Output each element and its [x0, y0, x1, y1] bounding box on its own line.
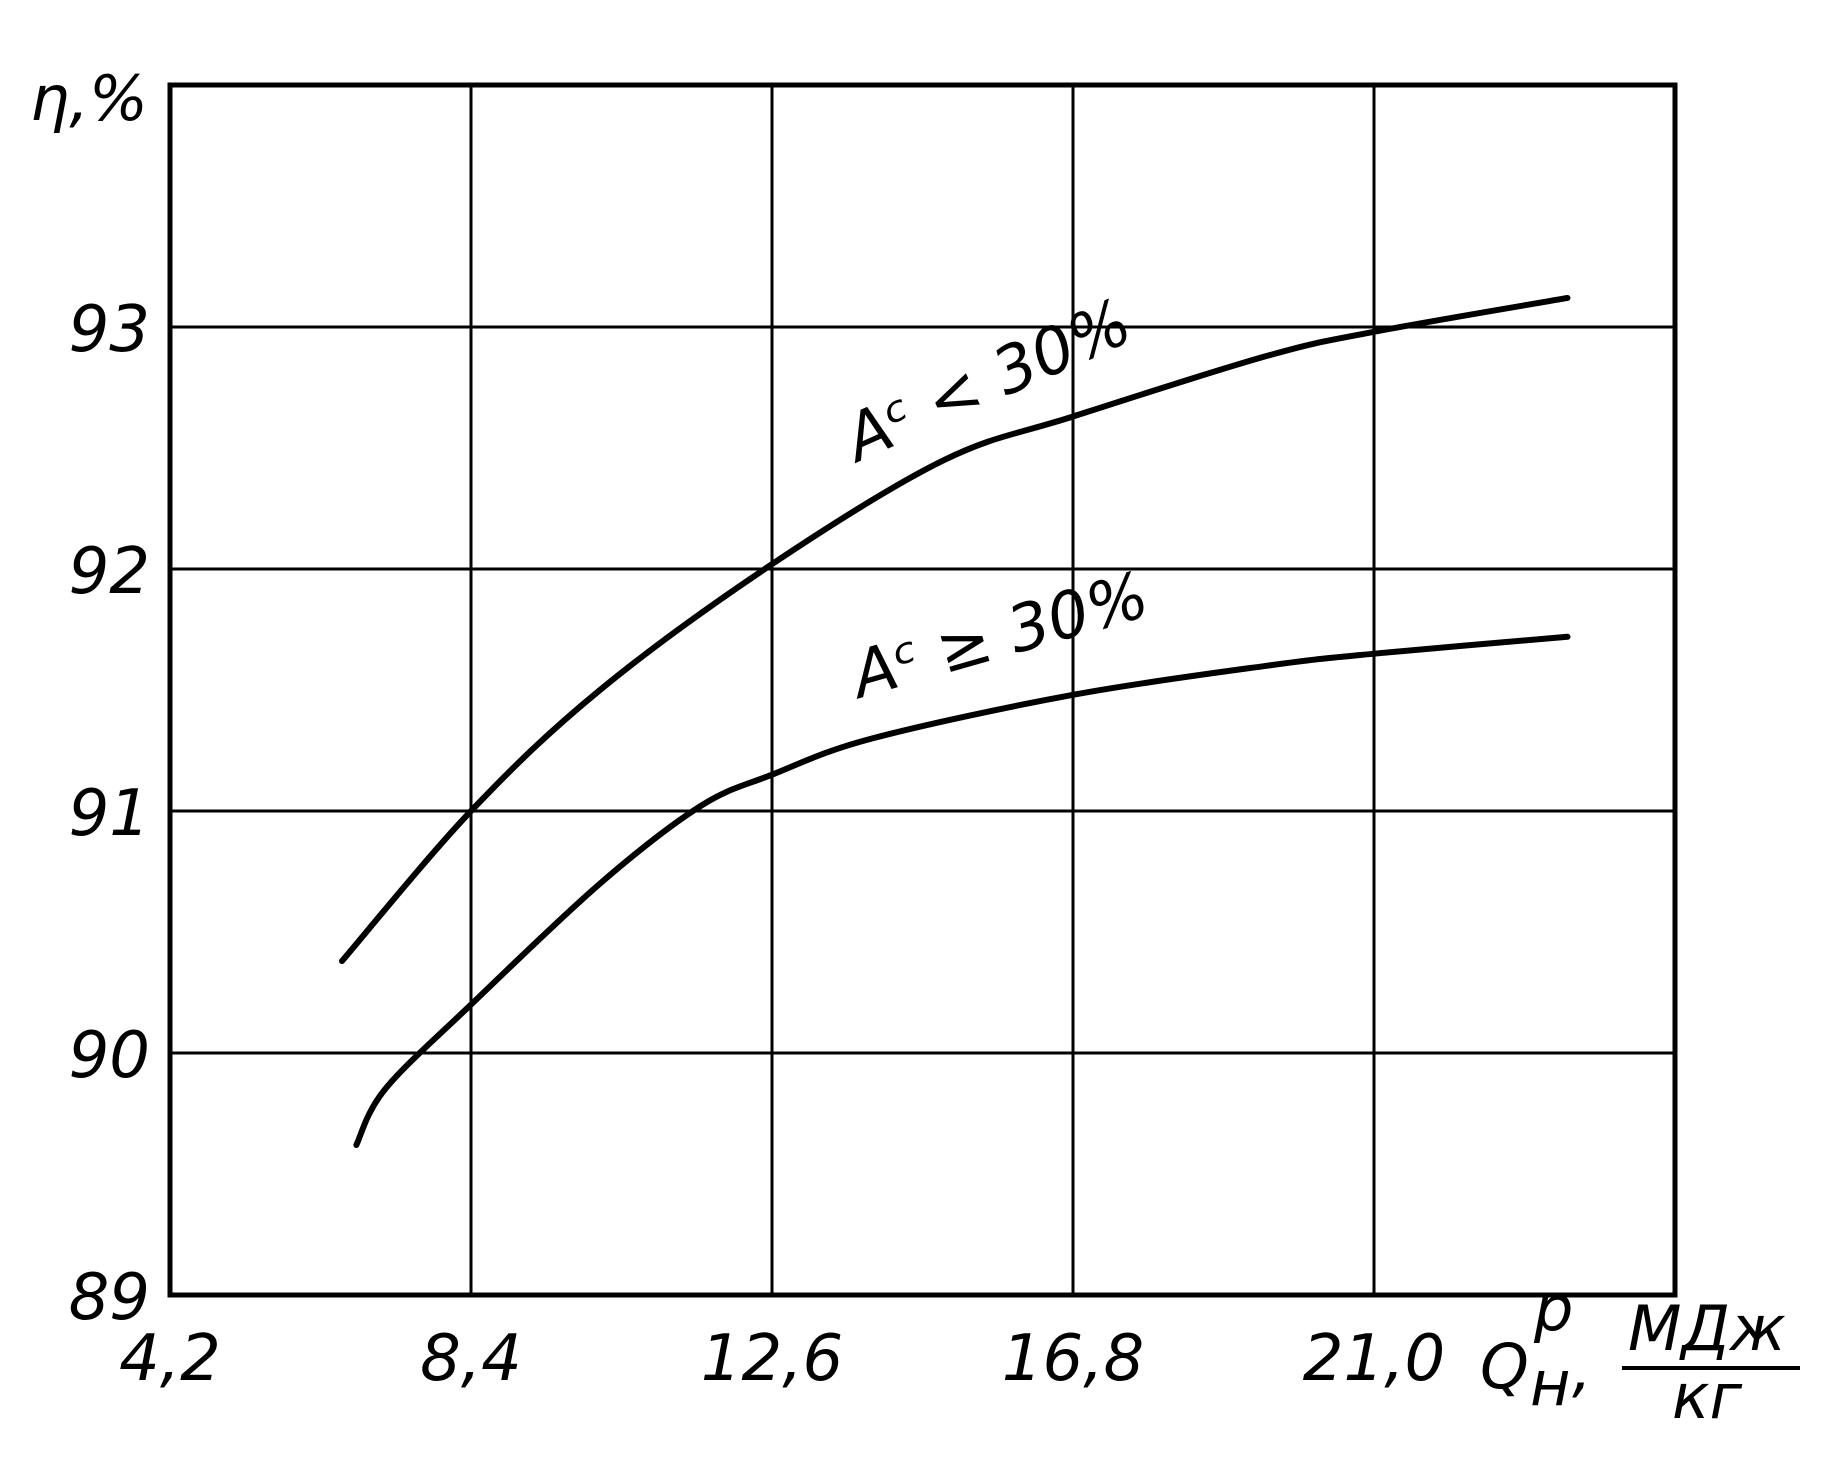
x-unit-numerator: МДж: [1628, 1292, 1786, 1365]
x-axis-subscript: н: [1530, 1347, 1571, 1420]
x-axis-label: Q н р , МДж кг: [1480, 1272, 1800, 1433]
y-tick-label: 92: [69, 535, 150, 609]
y-tick-label: 91: [69, 777, 150, 851]
x-tick-label: 21,0: [1303, 1322, 1446, 1396]
series-line-1: [353, 633, 1571, 1148]
y-tick-label: 89: [69, 1261, 150, 1335]
x-axis-symbol: Q: [1480, 1330, 1529, 1403]
series-line-0: [339, 294, 1571, 965]
series-lines: [339, 294, 1571, 1148]
series-label-low-ash: Aᶜ < 30%: [831, 285, 1142, 478]
x-tick-label: 16,8: [1002, 1322, 1145, 1396]
x-axis-superscript: р: [1533, 1272, 1573, 1345]
y-axis-label: η,%: [30, 62, 148, 135]
y-tick-label: 93: [69, 293, 150, 367]
tick-labels: 4,2 8,4 12,6 16,8 21,0 89 90 91 92 93: [69, 293, 1446, 1396]
x-tick-label: 12,6: [701, 1322, 844, 1396]
x-tick-label: 8,4: [420, 1322, 522, 1396]
y-tick-label: 90: [69, 1019, 150, 1093]
x-axis-comma: ,: [1572, 1332, 1592, 1405]
x-tick-label: 4,2: [119, 1322, 221, 1396]
plot-frame: [167, 82, 1678, 1298]
x-unit-denominator: кг: [1672, 1360, 1742, 1433]
